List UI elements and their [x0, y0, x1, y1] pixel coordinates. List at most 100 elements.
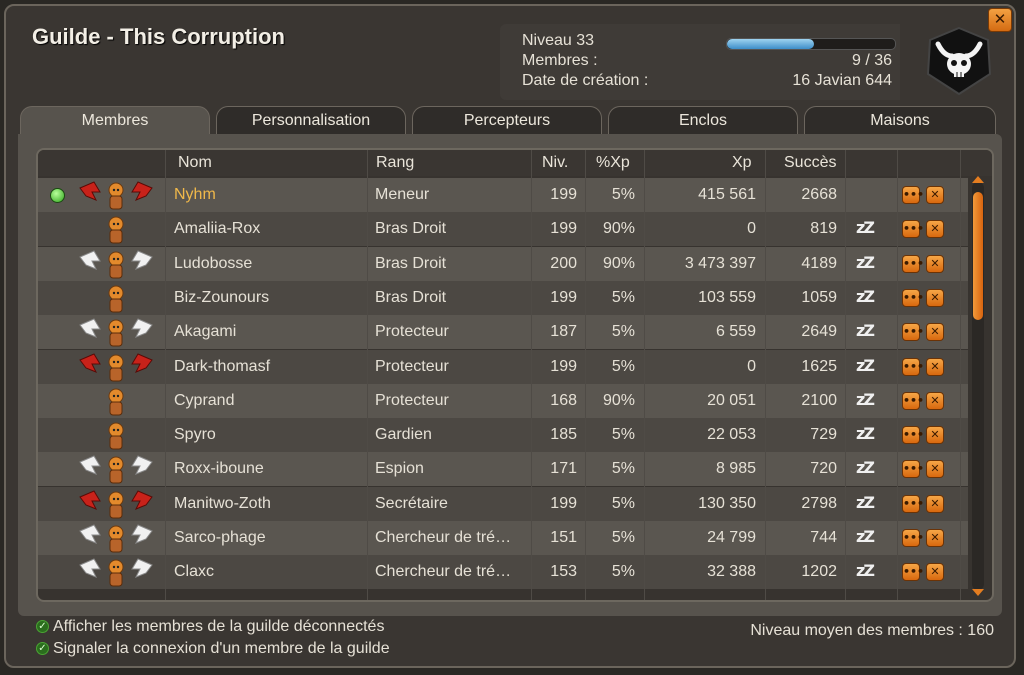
guild-window: Guilde - This Corruption Niveau 33 Membr…	[4, 4, 1016, 668]
member-menu-button[interactable]: •••	[902, 529, 924, 547]
member-xp: 32 388	[707, 563, 756, 581]
table-row[interactable]: Akagami Protecteur 187 5% 6 559 2649 zZ …	[38, 315, 968, 350]
tab-membres[interactable]: Membres	[20, 106, 210, 136]
member-success: 4189	[801, 254, 837, 272]
member-success: 729	[810, 426, 837, 444]
member-menu-button[interactable]: •••	[902, 288, 924, 307]
remove-member-button[interactable]: ✕	[926, 288, 944, 307]
table-header: Nom Rang Niv. %Xp Xp Succès	[38, 150, 992, 176]
member-name: Claxc	[174, 563, 215, 581]
remove-member-button[interactable]: ✕	[926, 391, 944, 410]
member-success: 2668	[801, 186, 837, 203]
member-menu-button[interactable]: •••	[902, 391, 924, 410]
member-level: 199	[550, 220, 577, 238]
scrollbar-thumb[interactable]	[973, 192, 983, 320]
remove-member-button[interactable]: ✕	[926, 254, 944, 273]
member-success: 1202	[801, 563, 837, 581]
tab-percepteurs[interactable]: Percepteurs	[412, 106, 602, 136]
member-name: Ludobosse	[174, 254, 253, 272]
table-row[interactable]: Biz-Zounours Bras Droit 199 5% 103 559 1…	[38, 280, 968, 315]
table-row[interactable]: Sarco-phage Chercheur de tré… 151 5% 24 …	[38, 521, 968, 555]
member-xp: 415 561	[698, 186, 756, 203]
col-header-succes[interactable]: Succès	[784, 154, 837, 171]
remove-member-button[interactable]: ✕	[926, 186, 944, 204]
creation-date-value: 16 Javian 644	[792, 72, 892, 89]
remove-member-button[interactable]: ✕	[926, 494, 944, 513]
remove-member-button[interactable]: ✕	[926, 357, 944, 376]
member-success: 819	[810, 220, 837, 238]
table-row[interactable]: Ludobosse Bras Droit 200 90% 3 473 397 4…	[38, 246, 968, 281]
member-name: Dark-thomasf	[174, 357, 271, 375]
remove-member-button[interactable]: ✕	[926, 460, 944, 479]
option-notify-login[interactable]: ✓ Signaler la connexion d'un membre de la…	[36, 640, 390, 658]
guild-tabs: Membres Personnalisation Percepteurs Enc…	[18, 106, 1002, 136]
member-menu-button[interactable]: •••	[902, 494, 924, 513]
member-xp: 0	[747, 220, 756, 238]
member-xp-pct: 5%	[611, 460, 635, 478]
member-xp: 3 473 397	[684, 254, 756, 272]
table-row[interactable]: Nyhm Meneur 199 5% 415 561 2668 ••• ✕	[38, 178, 968, 212]
remove-member-button[interactable]: ✕	[926, 563, 944, 582]
character-avatar-icon	[108, 388, 124, 416]
col-header-xp[interactable]: Xp	[732, 154, 752, 171]
guild-xp-bar-fill	[727, 39, 815, 49]
members-scrollbar[interactable]	[972, 176, 984, 596]
table-row[interactable]: Claxc Chercheur de tré… 153 5% 32 388 12…	[38, 555, 968, 590]
scroll-down-arrow[interactable]	[972, 589, 984, 596]
table-row[interactable]: Dark-thomasf Protecteur 199 5% 0 1625 zZ…	[38, 349, 968, 384]
member-level: 199	[550, 186, 577, 203]
col-header-rang[interactable]: Rang	[376, 154, 415, 171]
member-menu-button[interactable]: •••	[902, 563, 924, 582]
member-xp-pct: 5%	[611, 494, 635, 512]
remove-member-button[interactable]: ✕	[926, 529, 944, 547]
member-name: Spyro	[174, 426, 216, 444]
tab-maisons[interactable]: Maisons	[804, 106, 996, 136]
member-name: Manitwo-Zoth	[174, 494, 271, 512]
guild-info-panel: Niveau 33 Membres : 9 / 36 Date de créat…	[500, 24, 900, 100]
member-menu-button[interactable]: •••	[902, 357, 924, 376]
member-name: Sarco-phage	[174, 529, 266, 546]
tab-enclos[interactable]: Enclos	[608, 106, 798, 136]
guild-header: Guilde - This Corruption Niveau 33 Membr…	[12, 12, 1012, 102]
scroll-up-arrow[interactable]	[972, 176, 984, 183]
col-header-nom[interactable]: Nom	[178, 154, 212, 171]
table-row[interactable]: Roxx-iboune Espion 171 5% 8 985 720 zZ •…	[38, 452, 968, 487]
checkbox-checked-icon[interactable]: ✓	[36, 642, 49, 656]
col-header-xp-pct[interactable]: %Xp	[596, 154, 630, 171]
column-divider	[845, 150, 846, 600]
member-menu-button[interactable]: •••	[902, 460, 924, 479]
table-row[interactable]: Cyprand Protecteur 168 90% 20 051 2100 z…	[38, 383, 968, 418]
away-sleep-icon: zZ	[856, 458, 875, 478]
checkbox-checked-icon[interactable]: ✓	[36, 620, 49, 634]
member-xp: 6 559	[715, 323, 756, 341]
member-menu-button[interactable]: •••	[902, 186, 924, 204]
member-success: 1059	[801, 288, 837, 306]
member-name: Biz-Zounours	[174, 288, 270, 306]
member-level: 153	[550, 563, 577, 581]
option-show-offline[interactable]: ✓ Afficher les membres de la guilde décon…	[36, 618, 384, 636]
table-row[interactable]: Amaliia-Rox Bras Droit 199 90% 0 819 zZ …	[38, 212, 968, 247]
member-xp-pct: 5%	[611, 323, 635, 341]
member-menu-button[interactable]: •••	[902, 426, 924, 445]
away-sleep-icon: zZ	[856, 355, 875, 375]
member-success: 1625	[801, 357, 837, 375]
table-row[interactable]: Spyro Gardien 185 5% 22 053 729 zZ ••• ✕	[38, 418, 968, 453]
member-menu-button[interactable]: •••	[902, 254, 924, 273]
member-rank: Bras Droit	[375, 288, 447, 306]
close-button[interactable]: ✕	[988, 8, 1012, 32]
table-row[interactable]: Manitwo-Zoth Secrétaire 199 5% 130 350 2…	[38, 486, 968, 521]
member-xp-pct: 5%	[611, 288, 635, 306]
remove-member-button[interactable]: ✕	[926, 426, 944, 445]
member-menu-button[interactable]: •••	[902, 220, 924, 239]
member-menu-button[interactable]: •••	[902, 323, 924, 342]
away-sleep-icon: zZ	[856, 286, 875, 306]
remove-member-button[interactable]: ✕	[926, 323, 944, 342]
option-notify-login-label: Signaler la connexion d'un membre de la …	[53, 640, 390, 657]
col-header-niv[interactable]: Niv.	[542, 154, 569, 171]
tab-personnalisation[interactable]: Personnalisation	[216, 106, 406, 136]
member-xp: 130 350	[698, 494, 756, 512]
member-xp-pct: 90%	[602, 254, 635, 272]
column-divider	[765, 150, 766, 600]
remove-member-button[interactable]: ✕	[926, 220, 944, 239]
member-xp-pct: 5%	[611, 529, 635, 546]
